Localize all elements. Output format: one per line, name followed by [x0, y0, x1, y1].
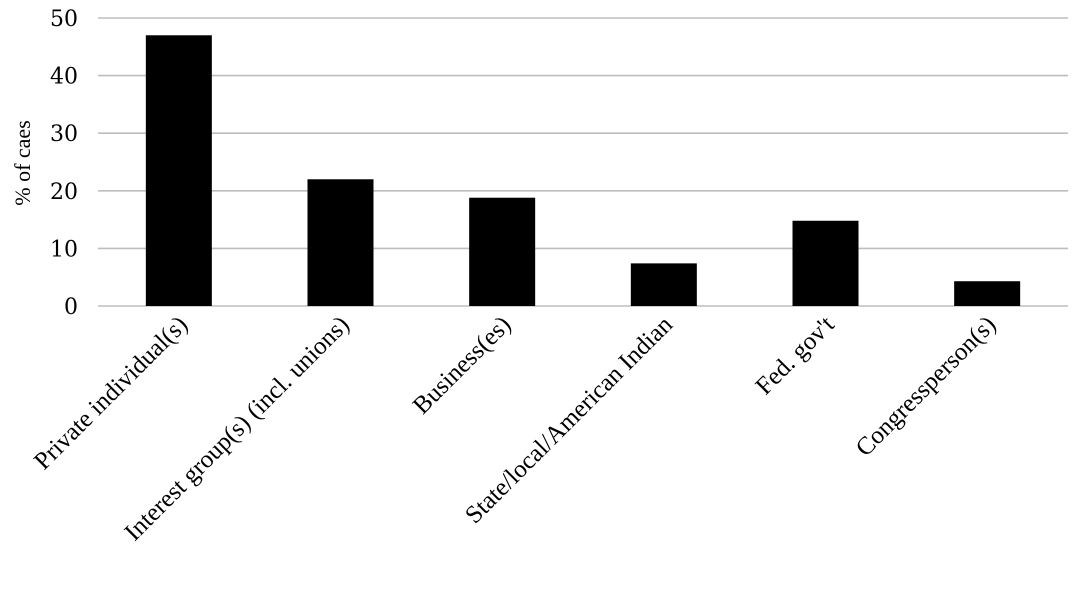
x-category-label: Congressperson(s) — [851, 311, 1002, 462]
y-tick-label: 0 — [64, 295, 78, 320]
bars — [145, 35, 1021, 306]
y-tick-label: 10 — [50, 237, 78, 262]
y-tick-label: 50 — [50, 7, 78, 32]
x-category-label: Fed. gov't — [751, 311, 840, 400]
bar — [954, 281, 1021, 306]
bar — [307, 179, 374, 306]
y-tick-label: 30 — [50, 122, 78, 147]
bar — [792, 220, 859, 306]
gridlines — [98, 17, 1068, 307]
bar — [469, 197, 536, 306]
x-category-label: Business(es) — [408, 311, 516, 419]
bar — [145, 35, 212, 306]
bar — [630, 263, 697, 306]
y-axis-title: % of caes — [10, 120, 35, 206]
y-axis-ticks: 0 10 20 30 40 50 — [50, 7, 78, 320]
x-category-label: Private individual(s) — [29, 311, 193, 475]
y-tick-label: 20 — [50, 180, 78, 205]
y-tick-label: 40 — [50, 65, 78, 90]
x-axis-labels: Private individual(s)Interest group(s) (… — [29, 311, 1001, 546]
